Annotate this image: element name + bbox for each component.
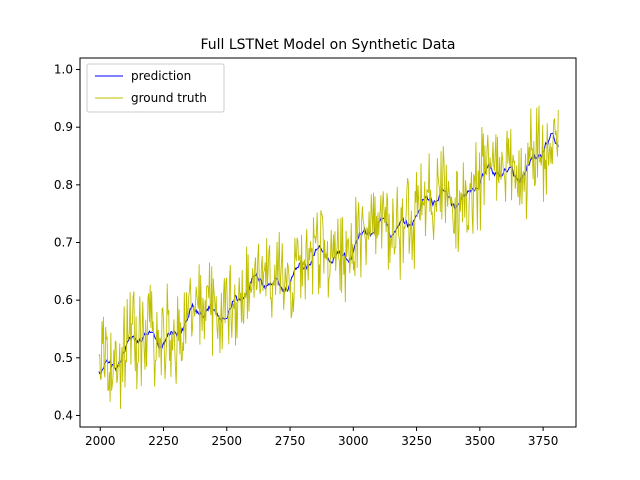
y-tick-label: 0.6	[54, 293, 73, 307]
series-layer	[98, 105, 559, 409]
y-tick-label: 0.5	[54, 351, 73, 365]
plot-frame	[79, 57, 577, 428]
x-axis: 2000 2250 2500 2750 3000 3250 3500 3750	[85, 427, 558, 448]
legend: prediction ground truth	[86, 63, 225, 113]
y-tick-label: 0.8	[54, 178, 73, 192]
x-tick-label: 2250	[148, 434, 179, 448]
y-tick-label: 0.9	[54, 120, 73, 134]
y-tick-label: 1.0	[54, 63, 73, 77]
x-tick-label: 3250	[401, 434, 432, 448]
chart-title: Full LSTNet Model on Synthetic Data	[200, 37, 455, 53]
x-tick-label: 2000	[85, 434, 116, 448]
x-tick-label: 3000	[338, 434, 369, 448]
y-axis: 0.4 0.5 0.6 0.7 0.8 0.9 1.0	[54, 63, 80, 422]
legend-label-prediction: prediction	[131, 69, 191, 83]
x-tick-label: 3750	[528, 434, 559, 448]
x-tick-label: 2750	[275, 434, 306, 448]
legend-label-ground-truth: ground truth	[131, 91, 207, 105]
y-tick-label: 0.4	[54, 408, 73, 422]
series-line-ground-truth	[98, 105, 559, 409]
x-tick-label: 3500	[465, 434, 496, 448]
y-tick-label: 0.7	[54, 236, 73, 250]
series-line-prediction	[98, 132, 559, 375]
x-tick-label: 2500	[212, 434, 243, 448]
